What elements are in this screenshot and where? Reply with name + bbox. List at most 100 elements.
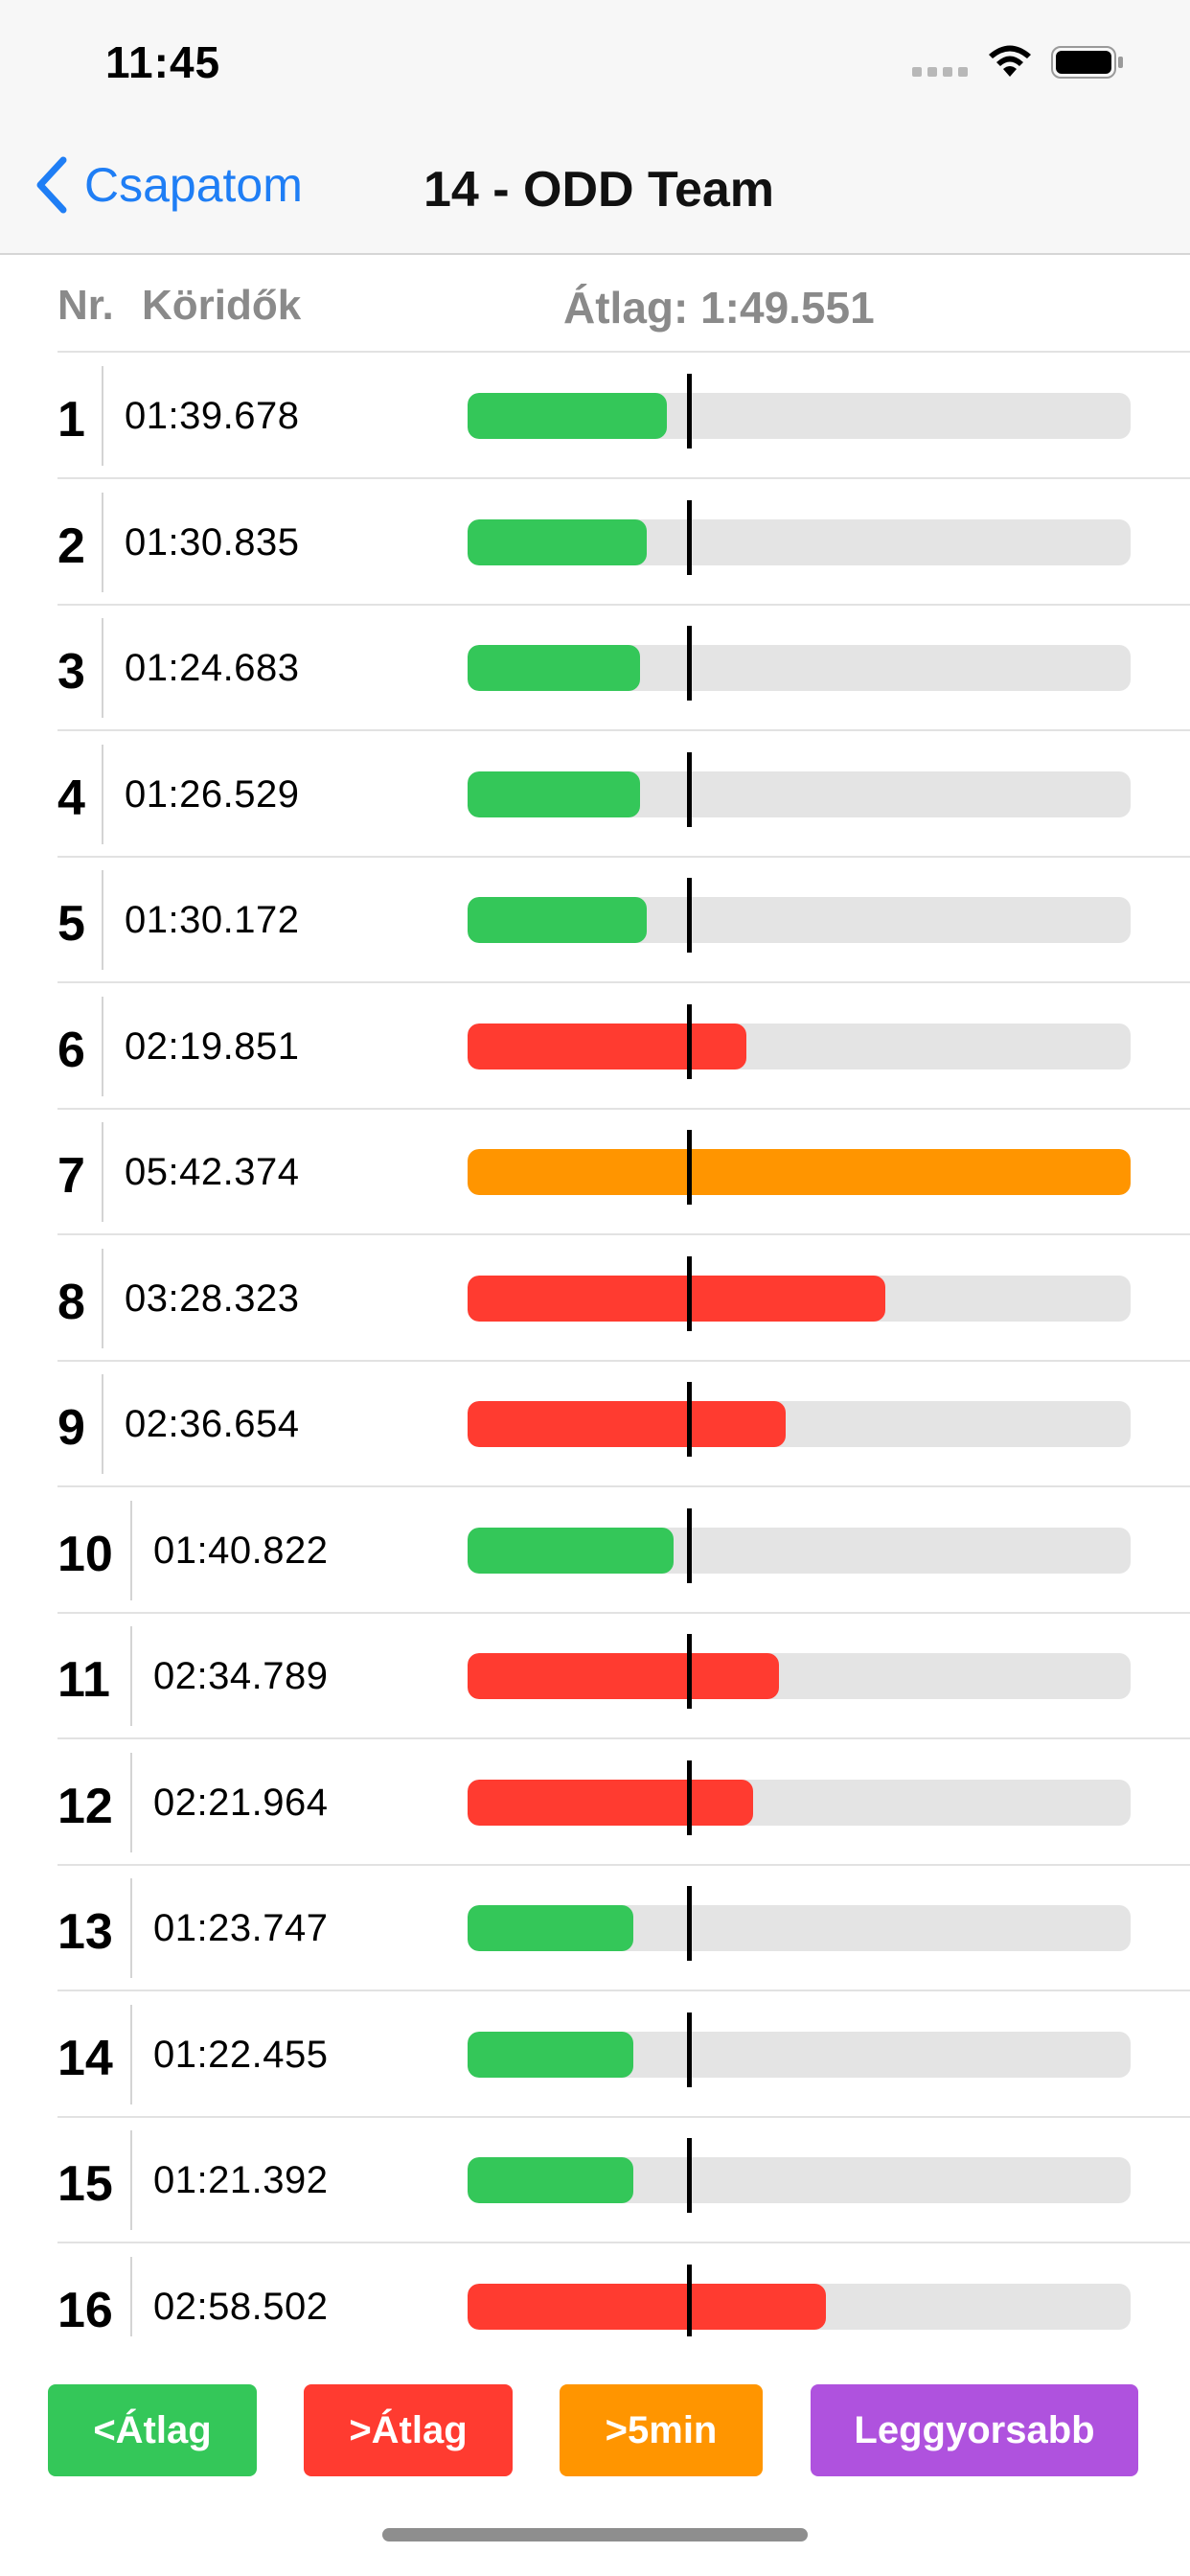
legend-over-5min-button[interactable]: >5min <box>560 2384 763 2476</box>
lap-row[interactable]: 1 01:39.678 <box>57 353 1190 479</box>
lap-time: 01:23.747 <box>153 1907 329 1949</box>
navigation-bar: Csapatom 14 - ODD Team <box>0 125 1190 255</box>
lap-bar-fill <box>468 897 647 943</box>
lap-divider <box>102 1248 103 1348</box>
lap-bar-fill <box>468 1149 1131 1195</box>
lap-number: 11 <box>57 1652 110 1708</box>
lap-bar-fill <box>468 2157 633 2203</box>
average-marker <box>687 2012 692 2087</box>
lap-bar-track <box>468 770 1131 817</box>
lap-time: 01:21.392 <box>153 2159 329 2201</box>
lap-row[interactable]: 8 03:28.323 <box>57 1235 1190 1362</box>
lap-time: 01:40.822 <box>153 1529 329 1572</box>
lap-row[interactable]: 7 05:42.374 <box>57 1109 1190 1235</box>
lap-divider <box>102 744 103 844</box>
lap-bar-fill <box>468 1527 674 1574</box>
lap-bar-fill <box>468 1905 633 1951</box>
lap-row[interactable]: 2 01:30.835 <box>57 479 1190 606</box>
lap-bar-fill <box>468 1779 753 1826</box>
back-button[interactable]: Csapatom <box>34 151 303 218</box>
lap-row[interactable]: 11 02:34.789 <box>57 1613 1190 1739</box>
lap-time: 01:24.683 <box>125 647 300 689</box>
lap-bar-track <box>468 1275 1131 1322</box>
lap-bar-track <box>468 2157 1131 2203</box>
header-laps: Köridők <box>142 282 302 329</box>
legend: <Átlag >Átlag >5min Leggyorsabb <box>0 2377 1190 2476</box>
lap-row[interactable]: 6 02:19.851 <box>57 983 1190 1110</box>
average-marker <box>687 1130 692 1205</box>
lap-bar-fill <box>468 770 640 817</box>
lap-number: 2 <box>57 518 85 574</box>
page-title: 14 - ODD Team <box>423 162 775 218</box>
average-marker <box>687 1382 692 1457</box>
legend-fastest-button[interactable]: Leggyorsabb <box>811 2384 1138 2476</box>
lap-time: 03:28.323 <box>125 1276 300 1320</box>
average-marker <box>687 1886 692 1961</box>
average-marker <box>687 374 692 448</box>
lap-number: 7 <box>57 1148 85 1204</box>
battery-icon <box>1051 46 1123 79</box>
lap-number: 5 <box>57 896 85 952</box>
lap-row[interactable]: 12 02:21.964 <box>57 1739 1190 1866</box>
lap-number: 12 <box>57 1778 113 1834</box>
lap-time: 01:30.835 <box>125 520 300 564</box>
lap-divider <box>130 2130 132 2230</box>
lap-time: 02:21.964 <box>153 1781 329 1824</box>
lap-divider <box>102 996 103 1096</box>
status-bar: 11:45 <box>0 0 1190 125</box>
legend-above-average-button[interactable]: >Átlag <box>304 2384 513 2476</box>
lap-bar-fill <box>468 1401 787 1447</box>
lap-number: 13 <box>57 1904 113 1960</box>
lap-divider <box>102 492 103 592</box>
lap-bar-fill <box>468 1275 885 1322</box>
average-marker <box>687 2264 692 2336</box>
lap-bar-track <box>468 645 1131 691</box>
lap-bar-track <box>468 2031 1131 2078</box>
back-label: Csapatom <box>84 158 303 212</box>
wifi-icon <box>989 45 1031 77</box>
lap-divider <box>102 366 103 466</box>
lap-number: 3 <box>57 644 85 700</box>
lap-bar-fill <box>468 2283 826 2330</box>
status-time: 11:45 <box>105 37 221 87</box>
average-marker <box>687 1760 692 1835</box>
average-marker <box>687 1507 692 1583</box>
lap-number: 9 <box>57 1400 85 1456</box>
lap-row[interactable]: 4 01:26.529 <box>57 731 1190 858</box>
lap-divider <box>130 1878 132 1978</box>
lap-time: 01:22.455 <box>153 2033 329 2076</box>
lap-divider <box>102 618 103 718</box>
average-marker <box>687 751 692 827</box>
lap-bar-track <box>468 897 1131 943</box>
lap-divider <box>102 1374 103 1474</box>
lap-divider <box>130 1500 132 1600</box>
lap-divider <box>130 1626 132 1726</box>
lap-time: 01:39.678 <box>125 395 300 437</box>
lap-row[interactable]: 14 01:22.455 <box>57 1991 1190 2118</box>
lap-divider <box>130 2004 132 2104</box>
lap-row[interactable]: 5 01:30.172 <box>57 857 1190 983</box>
lap-bar-track <box>468 1527 1131 1574</box>
lap-time: 05:42.374 <box>125 1151 300 1193</box>
lap-row[interactable]: 10 01:40.822 <box>57 1487 1190 1614</box>
lap-bar-track <box>468 1905 1131 1951</box>
lap-bar-fill <box>468 393 667 439</box>
lap-row[interactable]: 16 02:58.502 <box>57 2243 1190 2336</box>
header-average: Átlag: 1:49.551 <box>563 283 875 333</box>
lap-bar-fill <box>468 645 640 691</box>
lap-bar-track <box>468 1023 1131 1070</box>
lap-divider <box>130 2256 132 2336</box>
lap-time: 01:30.172 <box>125 899 300 941</box>
lap-bar-fill <box>468 1653 780 1699</box>
header-nr: Nr. <box>57 282 114 329</box>
cellular-signal-icon <box>912 67 970 77</box>
lap-number: 15 <box>57 2156 113 2212</box>
lap-row[interactable]: 9 02:36.654 <box>57 1361 1190 1487</box>
lap-row[interactable]: 13 01:23.747 <box>57 1865 1190 1991</box>
lap-list[interactable]: 1 01:39.678 2 01:30.835 3 01:24.683 4 01:26.529… <box>0 353 1190 2336</box>
lap-row[interactable]: 3 01:24.683 <box>57 605 1190 731</box>
lap-bar-fill <box>468 2031 633 2078</box>
lap-row[interactable]: 15 01:21.392 <box>57 2117 1190 2243</box>
average-marker <box>687 1003 692 1079</box>
legend-below-average-button[interactable]: <Átlag <box>48 2384 257 2476</box>
